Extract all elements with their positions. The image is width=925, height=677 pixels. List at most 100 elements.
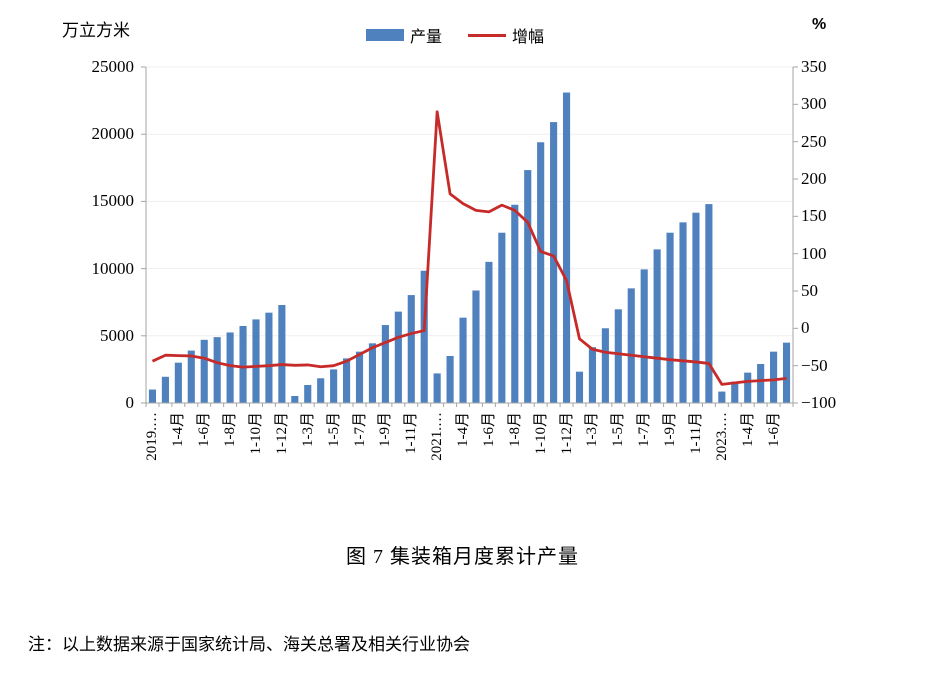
legend-item-growth: 增幅 xyxy=(468,23,544,47)
bar xyxy=(782,342,791,403)
y-axis-tick-label: 20000 xyxy=(91,124,135,144)
right-axis-unit-label: % xyxy=(812,16,827,33)
x-axis-tick-label: 1-11月 xyxy=(403,412,420,454)
x-axis-tick-label: 1-7月 xyxy=(636,412,653,447)
legend-item-production: 产量 xyxy=(366,23,442,47)
chart-note: 注：以上数据来源于国家统计局、海关总署及相关行业协会 xyxy=(28,635,470,654)
bar xyxy=(343,358,351,403)
x-axis-tick-label: 1-4月 xyxy=(739,412,756,447)
bar xyxy=(200,339,208,403)
x-axis-tick-label: 1-4月 xyxy=(455,412,472,447)
left-axis-unit-label: 万立方米 xyxy=(62,21,130,40)
bar xyxy=(394,311,402,403)
bar xyxy=(355,351,364,403)
x-axis-tick-label: 1-10月 xyxy=(247,412,264,455)
bar xyxy=(433,373,441,403)
x-axis-tick-label: 1-12月 xyxy=(558,412,575,455)
y2-axis-tick-label: 0 xyxy=(801,318,810,338)
bar-swatch-icon xyxy=(366,29,404,41)
x-axis-tick-label: 2019.… xyxy=(144,412,161,461)
x-axis-tick-label: 1-9月 xyxy=(377,412,394,447)
bar xyxy=(459,317,467,403)
plot-svg xyxy=(141,66,798,407)
x-axis-tick-label: 1-10月 xyxy=(532,412,549,455)
bar xyxy=(550,122,558,403)
bar xyxy=(562,92,571,403)
bar xyxy=(368,343,377,403)
x-axis-tick-label: 1-5月 xyxy=(325,412,342,447)
bar xyxy=(239,325,247,403)
plot-area xyxy=(138,63,801,413)
y-axis-tick-label: 5000 xyxy=(100,325,134,345)
bar xyxy=(317,378,325,403)
x-axis-tick-label: 1-7月 xyxy=(351,412,368,447)
bar xyxy=(614,309,622,403)
x-axis-tick-label: 1-11月 xyxy=(687,412,704,454)
bar xyxy=(226,332,234,403)
line-swatch-icon xyxy=(468,33,507,37)
y2-axis-tick-label: 250 xyxy=(801,131,827,151)
x-axis-tick-label: 1-8月 xyxy=(506,412,523,447)
bar xyxy=(498,232,506,403)
x-axis-tick-label: 2021.… xyxy=(429,412,446,461)
bar xyxy=(472,290,480,403)
x-axis-tick-label: 1-3月 xyxy=(299,412,316,447)
bar xyxy=(627,288,635,403)
chart-legend: 产量 增幅 xyxy=(366,23,544,47)
x-axis-tick-label: 1-5月 xyxy=(610,412,627,447)
x-axis-tick-label: 1-4月 xyxy=(170,412,187,447)
bar xyxy=(148,389,157,403)
y2-axis-tick-label: 200 xyxy=(801,169,827,188)
bar xyxy=(252,319,260,403)
bar xyxy=(304,384,312,403)
bar xyxy=(731,381,739,403)
y-axis-tick-label: 15000 xyxy=(91,191,135,211)
bar xyxy=(537,142,545,403)
bar xyxy=(511,204,519,403)
y2-axis-tick-label: 350 xyxy=(801,57,827,76)
bar xyxy=(278,305,286,403)
x-axis-tick-label: 1-8月 xyxy=(222,412,239,447)
chart-title: 图 7 集装箱月度累计产量 xyxy=(346,546,579,568)
x-axis-tick-label: 2023.… xyxy=(713,412,730,461)
bar xyxy=(524,170,532,403)
bar xyxy=(291,396,299,403)
y2-axis-tick-label: 300 xyxy=(801,94,827,114)
bar xyxy=(692,212,700,403)
bar xyxy=(588,347,596,403)
bar xyxy=(718,391,726,403)
x-axis-tick-label: 1-3月 xyxy=(584,412,601,447)
y2-axis-tick-label: 100 xyxy=(801,243,827,263)
y2-axis-tick-label: 150 xyxy=(801,206,827,226)
y-axis-tick-label: 10000 xyxy=(91,258,135,278)
growth-line xyxy=(151,110,787,386)
y2-axis-tick-label: 50 xyxy=(801,281,818,300)
bar xyxy=(666,232,674,403)
bar xyxy=(213,337,221,403)
x-axis-tick-label: 1-12月 xyxy=(273,412,290,455)
y-axis-tick-label: 0 xyxy=(125,393,135,412)
bar xyxy=(174,362,182,403)
legend-label-production: 产量 xyxy=(410,29,443,46)
bar xyxy=(187,350,195,403)
x-axis-tick-label: 1-6月 xyxy=(480,412,497,447)
x-axis-tick-label: 1-9月 xyxy=(662,412,679,447)
bar xyxy=(601,328,609,403)
bar xyxy=(679,222,687,403)
bar xyxy=(653,249,661,403)
x-axis-tick-label: 1-6月 xyxy=(196,412,213,447)
bar xyxy=(770,351,778,403)
bar xyxy=(757,364,765,403)
y2-axis-tick-label: −50 xyxy=(801,355,828,375)
bar xyxy=(420,270,428,403)
bar xyxy=(381,325,389,403)
bar xyxy=(407,295,415,403)
bar xyxy=(485,261,493,403)
bar xyxy=(330,369,338,403)
x-axis-tick-label: 1-6月 xyxy=(765,412,782,447)
bar xyxy=(265,312,273,403)
bar xyxy=(705,204,713,403)
bar xyxy=(744,372,752,403)
bar xyxy=(640,269,648,403)
